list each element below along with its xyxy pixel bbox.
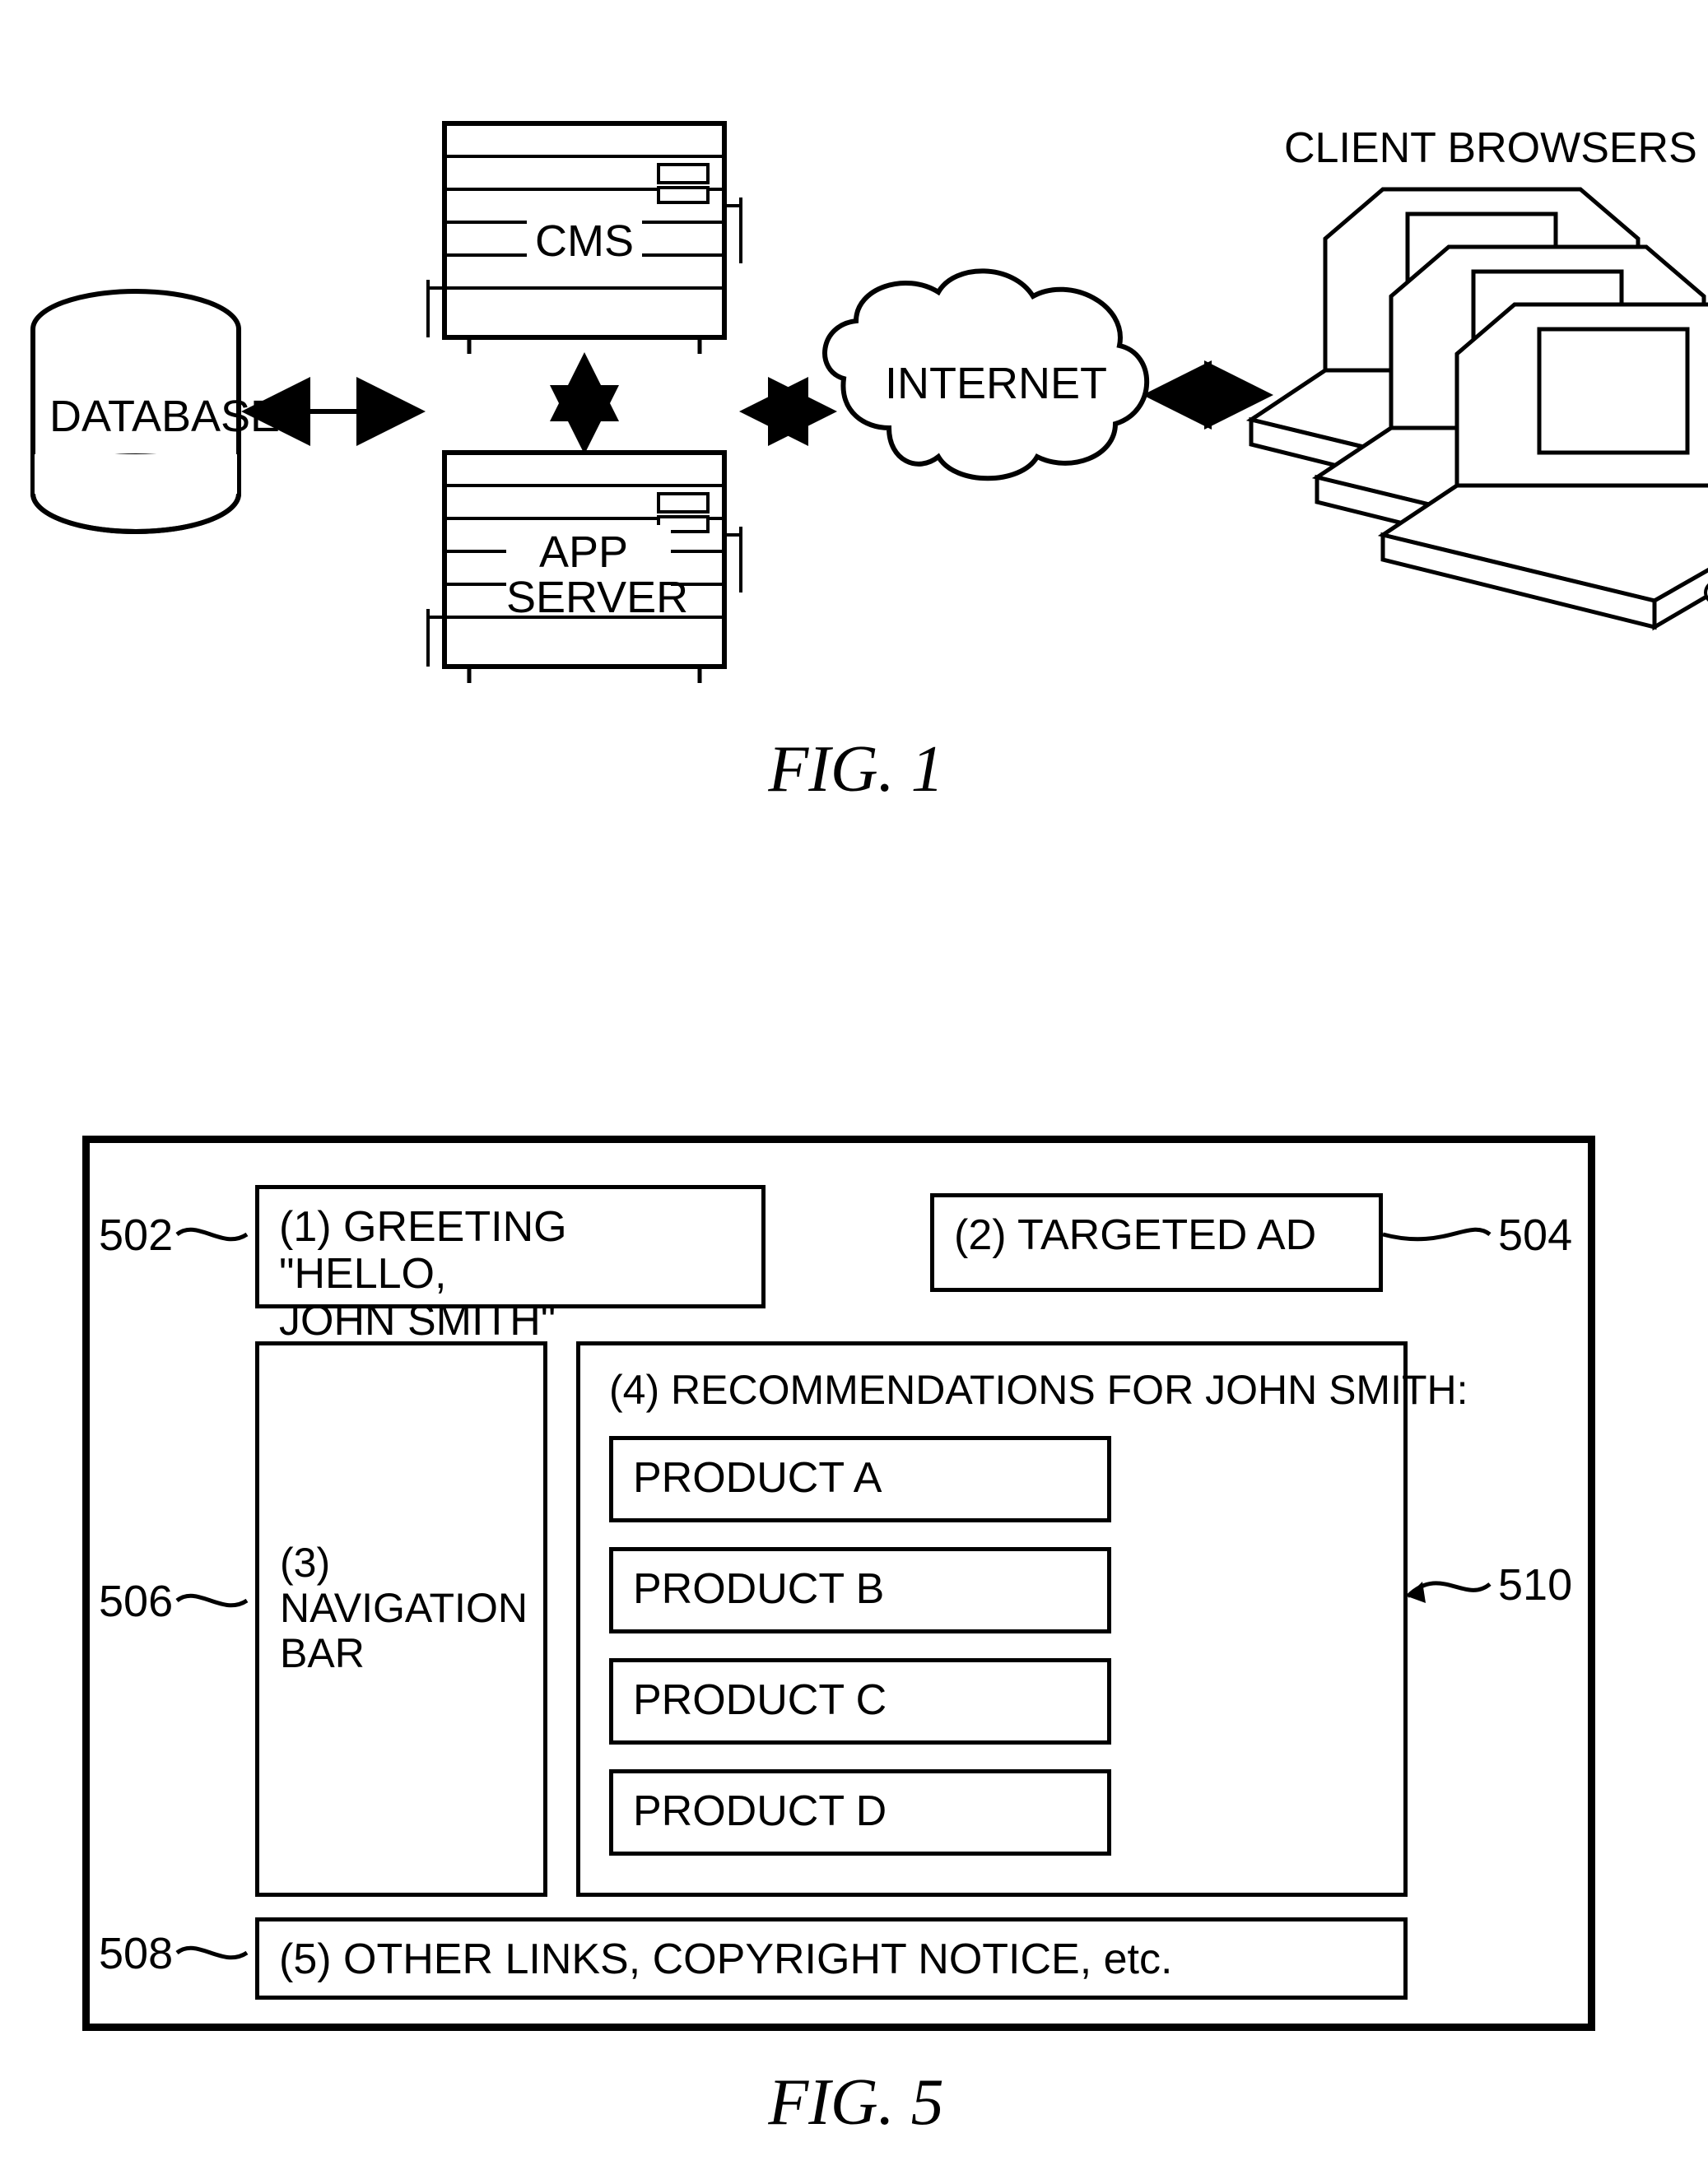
greeting-box: (1) GREETING "HELLO, JOHN SMITH": [255, 1185, 766, 1308]
client-browsers: [1251, 189, 1708, 627]
nav-line3: BAR: [280, 1629, 365, 1677]
rec-item-label: PRODUCT B: [613, 1551, 1107, 1628]
nav-line2: NAVIGATION: [280, 1584, 528, 1632]
rec-item: PRODUCT A: [609, 1436, 1111, 1522]
rec-item: PRODUCT B: [609, 1547, 1111, 1633]
client-title: CLIENT BROWSERS: [1284, 123, 1697, 173]
greeting-line2: JOHN SMITH": [279, 1297, 556, 1345]
rec-item: PRODUCT D: [609, 1769, 1111, 1856]
ad-box: (2) TARGETED AD: [930, 1193, 1383, 1292]
nav-line1: (3): [280, 1539, 330, 1587]
greeting-line1: (1) GREETING "HELLO,: [279, 1203, 567, 1298]
rec-item-label: PRODUCT C: [613, 1662, 1107, 1739]
rec-item: PRODUCT C: [609, 1658, 1111, 1745]
fig1-caption: FIG. 1: [708, 732, 1004, 807]
app-label-2: SERVER: [506, 572, 688, 623]
ad-label: (2) TARGETED AD: [934, 1197, 1379, 1274]
page: DATABASE CMS APP SERVER INTERNET CLIENT …: [0, 0, 1708, 2184]
app-label-1: APP: [539, 527, 628, 578]
database-label: DATABASE: [49, 391, 280, 442]
ref-504: 504: [1498, 1210, 1572, 1261]
rec-item-label: PRODUCT A: [613, 1440, 1107, 1517]
cms-label: CMS: [535, 216, 634, 267]
ref-510: 510: [1498, 1559, 1572, 1610]
fig5-caption: FIG. 5: [708, 2066, 1004, 2140]
footer-label: (5) OTHER LINKS, COPYRIGHT NOTICE, etc.: [259, 1921, 1403, 1998]
internet-label: INTERNET: [885, 358, 1107, 409]
rec-item-label: PRODUCT D: [613, 1773, 1107, 1850]
ref-506: 506: [99, 1576, 173, 1627]
ref-502: 502: [99, 1210, 173, 1261]
ref-508: 508: [99, 1928, 173, 1979]
rec-title: (4) RECOMMENDATIONS FOR JOHN SMITH:: [609, 1366, 1468, 1414]
footer-box: (5) OTHER LINKS, COPYRIGHT NOTICE, etc.: [255, 1917, 1408, 2000]
